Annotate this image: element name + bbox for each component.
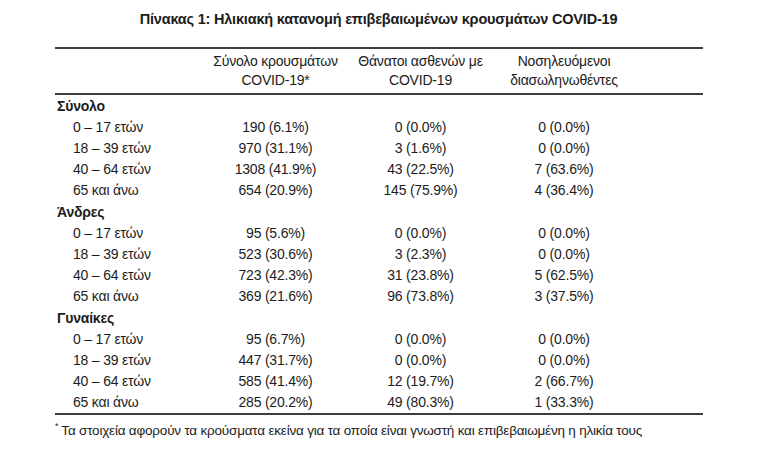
age-cell: 65 και άνω bbox=[55, 286, 203, 307]
deaths-cell: 31 (23.8%) bbox=[348, 265, 493, 286]
spacer-cell bbox=[635, 244, 703, 265]
cases-cell: 95 (5.6%) bbox=[203, 223, 348, 244]
data-row: 18 – 39 ετών447 (31.7%)0 (0.0%)0 (0.0%) bbox=[55, 350, 703, 371]
footnote-marker: * bbox=[55, 421, 58, 431]
table-body: Σύνολο0 – 17 ετών190 (6.1%)0 (0.0%)0 (0.… bbox=[55, 94, 703, 414]
section-label: Σύνολο bbox=[55, 94, 703, 117]
header-empty bbox=[55, 48, 203, 94]
cases-cell: 654 (20.9%) bbox=[203, 180, 348, 201]
spacer-cell bbox=[635, 159, 703, 180]
data-row: 65 και άνω654 (20.9%)145 (75.9%)4 (36.4%… bbox=[55, 180, 703, 201]
intubated-cell: 0 (0.0%) bbox=[493, 117, 635, 138]
age-cell: 40 – 64 ετών bbox=[55, 265, 203, 286]
deaths-cell: 12 (19.7%) bbox=[348, 371, 493, 392]
data-row: 40 – 64 ετών1308 (41.9%)43 (22.5%)7 (63.… bbox=[55, 159, 703, 180]
header-spacer bbox=[635, 48, 703, 94]
data-row: 0 – 17 ετών95 (6.7%)0 (0.0%)0 (0.0%) bbox=[55, 329, 703, 350]
deaths-cell: 0 (0.0%) bbox=[348, 350, 493, 371]
header-deaths: Θάνατοι ασθενών με COVID-19 bbox=[348, 48, 493, 94]
cases-cell: 190 (6.1%) bbox=[203, 117, 348, 138]
age-cell: 18 – 39 ετών bbox=[55, 244, 203, 265]
intubated-cell: 4 (36.4%) bbox=[493, 180, 635, 201]
footnote-text: Τα στοιχεία αφορούν τα κρούσματα εκείνα … bbox=[61, 423, 642, 438]
spacer-cell bbox=[635, 286, 703, 307]
deaths-cell: 49 (80.3%) bbox=[348, 392, 493, 414]
age-cell: 40 – 64 ετών bbox=[55, 159, 203, 180]
spacer-cell bbox=[635, 223, 703, 244]
data-row: 0 – 17 ετών190 (6.1%)0 (0.0%)0 (0.0%) bbox=[55, 117, 703, 138]
cases-cell: 723 (42.3%) bbox=[203, 265, 348, 286]
data-row: 40 – 64 ετών585 (41.4%)12 (19.7%)2 (66.7… bbox=[55, 371, 703, 392]
age-cell: 18 – 39 ετών bbox=[55, 350, 203, 371]
data-row: 0 – 17 ετών95 (5.6%)0 (0.0%)0 (0.0%) bbox=[55, 223, 703, 244]
deaths-cell: 0 (0.0%) bbox=[348, 117, 493, 138]
cases-cell: 970 (31.1%) bbox=[203, 138, 348, 159]
age-cell: 0 – 17 ετών bbox=[55, 329, 203, 350]
intubated-cell: 0 (0.0%) bbox=[493, 329, 635, 350]
deaths-cell: 96 (73.8%) bbox=[348, 286, 493, 307]
age-cell: 65 και άνω bbox=[55, 180, 203, 201]
table-footnote: *Τα στοιχεία αφορούν τα κρούσματα εκείνα… bbox=[55, 418, 757, 439]
intubated-cell: 0 (0.0%) bbox=[493, 138, 635, 159]
intubated-cell: 3 (37.5%) bbox=[493, 286, 635, 307]
spacer-cell bbox=[635, 329, 703, 350]
data-row: 18 – 39 ετών970 (31.1%)3 (1.6%)0 (0.0%) bbox=[55, 138, 703, 159]
age-cell: 18 – 39 ετών bbox=[55, 138, 203, 159]
table-title: Πίνακας 1: Ηλικιακή κατανομή επιβεβαιωμέ… bbox=[0, 0, 757, 29]
cases-cell: 447 (31.7%) bbox=[203, 350, 348, 371]
intubated-cell: 5 (62.5%) bbox=[493, 265, 635, 286]
spacer-cell bbox=[635, 138, 703, 159]
deaths-cell: 0 (0.0%) bbox=[348, 223, 493, 244]
cases-cell: 585 (41.4%) bbox=[203, 371, 348, 392]
spacer-cell bbox=[635, 371, 703, 392]
spacer-cell bbox=[635, 265, 703, 286]
cases-cell: 369 (21.6%) bbox=[203, 286, 348, 307]
age-cell: 0 – 17 ετών bbox=[55, 117, 203, 138]
intubated-cell: 2 (66.7%) bbox=[493, 371, 635, 392]
deaths-cell: 3 (1.6%) bbox=[348, 138, 493, 159]
data-row: 40 – 64 ετών723 (42.3%)31 (23.8%)5 (62.5… bbox=[55, 265, 703, 286]
age-cell: 40 – 64 ετών bbox=[55, 371, 203, 392]
deaths-cell: 43 (22.5%) bbox=[348, 159, 493, 180]
section-row: Γυναίκες bbox=[55, 307, 703, 329]
intubated-cell: 0 (0.0%) bbox=[493, 350, 635, 371]
cases-cell: 285 (20.2%) bbox=[203, 392, 348, 414]
deaths-cell: 0 (0.0%) bbox=[348, 329, 493, 350]
intubated-cell: 0 (0.0%) bbox=[493, 223, 635, 244]
cases-cell: 1308 (41.9%) bbox=[203, 159, 348, 180]
cases-cell: 523 (30.6%) bbox=[203, 244, 348, 265]
report-page: Πίνακας 1: Ηλικιακή κατανομή επιβεβαιωμέ… bbox=[0, 0, 757, 463]
section-label: Γυναίκες bbox=[55, 307, 703, 329]
deaths-cell: 3 (2.3%) bbox=[348, 244, 493, 265]
header-total-cases: Σύνολο κρουσμάτων COVID-19* bbox=[203, 48, 348, 94]
header-row: Σύνολο κρουσμάτων COVID-19* Θάνατοι ασθε… bbox=[55, 48, 703, 94]
spacer-cell bbox=[635, 350, 703, 371]
age-cell: 65 και άνω bbox=[55, 392, 203, 414]
intubated-cell: 0 (0.0%) bbox=[493, 244, 635, 265]
spacer-cell bbox=[635, 180, 703, 201]
section-row: Άνδρες bbox=[55, 201, 703, 223]
covid-age-table: Σύνολο κρουσμάτων COVID-19* Θάνατοι ασθε… bbox=[55, 47, 703, 415]
section-row: Σύνολο bbox=[55, 94, 703, 117]
spacer-cell bbox=[635, 392, 703, 414]
header-intubated: Νοσηλευόμενοι διασωληνωθέντες bbox=[493, 48, 635, 94]
data-row: 65 και άνω285 (20.2%)49 (80.3%)1 (33.3%) bbox=[55, 392, 703, 414]
cases-cell: 95 (6.7%) bbox=[203, 329, 348, 350]
spacer-cell bbox=[635, 117, 703, 138]
intubated-cell: 1 (33.3%) bbox=[493, 392, 635, 414]
deaths-cell: 145 (75.9%) bbox=[348, 180, 493, 201]
age-cell: 0 – 17 ετών bbox=[55, 223, 203, 244]
intubated-cell: 7 (63.6%) bbox=[493, 159, 635, 180]
section-label: Άνδρες bbox=[55, 201, 703, 223]
data-row: 18 – 39 ετών523 (30.6%)3 (2.3%)0 (0.0%) bbox=[55, 244, 703, 265]
data-row: 65 και άνω369 (21.6%)96 (73.8%)3 (37.5%) bbox=[55, 286, 703, 307]
